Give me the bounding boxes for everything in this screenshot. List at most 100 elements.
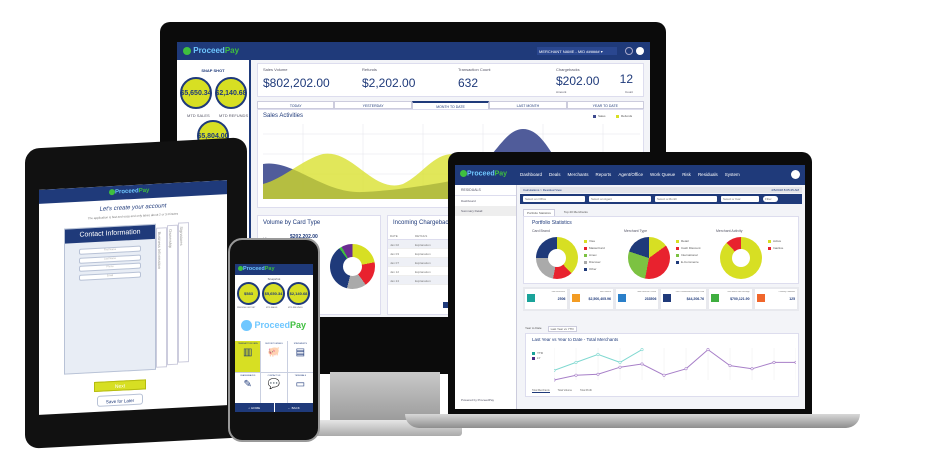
year-select[interactable]: Select a Year bbox=[721, 196, 759, 202]
ly-line bbox=[554, 348, 796, 381]
next-button[interactable]: Next bbox=[94, 379, 146, 393]
ytd-point bbox=[618, 360, 622, 364]
tile-statements[interactable]: STATEMENTS ▤ bbox=[287, 341, 313, 372]
kpi-card: Total Commission/Residual Paid $44,206.76 bbox=[661, 289, 707, 309]
legend-label: Cash Discount bbox=[681, 246, 701, 250]
field-first-name[interactable]: First Name bbox=[79, 245, 141, 255]
legend-label: YTD bbox=[537, 351, 543, 355]
nav-deals[interactable]: Deals bbox=[549, 172, 561, 177]
table-row[interactable]: Jan 07 Explanation bbox=[388, 258, 478, 267]
field-last-name[interactable]: Last Name bbox=[79, 254, 141, 264]
tab-total-profit[interactable]: Total Profit bbox=[579, 389, 592, 392]
stat-chargebacks: Chargebacks $202.00 12 Amount Count bbox=[556, 67, 641, 94]
field-phone[interactable]: Phone bbox=[79, 262, 141, 272]
tile-label: TERMINALS bbox=[294, 374, 307, 377]
stat-label: Chargebacks bbox=[556, 67, 580, 72]
phone-circle-label: PENDING DEPOSIT bbox=[237, 307, 256, 309]
office-select[interactable]: Select an Office bbox=[523, 196, 585, 202]
legend-item: Active bbox=[768, 239, 783, 243]
ly-point bbox=[596, 372, 600, 376]
field-email[interactable]: Email bbox=[79, 271, 141, 281]
kpi-card: Ordinary Liabilities 125 bbox=[754, 289, 798, 309]
tab-year-to-date[interactable]: Year to Date bbox=[525, 326, 542, 330]
kpi-card: Total Volume $2,500,405.96 bbox=[570, 289, 613, 309]
brand-a: Proceed bbox=[115, 188, 139, 196]
tab-today[interactable]: TODAY bbox=[257, 101, 335, 109]
phone-screen: ProceedPay Snapshot $583 $5,650.34 $2,14… bbox=[235, 264, 313, 412]
tab-last-year-vs-ytd[interactable]: Last Year vs YTD bbox=[547, 326, 577, 332]
user-icon[interactable] bbox=[791, 170, 800, 179]
tab-last-month[interactable]: LAST MONTH bbox=[489, 101, 567, 109]
tab-portfolio-statistics[interactable]: Portfolio Statistics bbox=[523, 209, 555, 216]
agent-select[interactable]: Select an Agent bbox=[589, 196, 651, 202]
month-select[interactable]: Select a Month bbox=[655, 196, 717, 202]
ownership-label: Ownership bbox=[168, 228, 173, 249]
table-row[interactable]: Jan 02 Explanation bbox=[388, 240, 478, 249]
nav-work-queue[interactable]: Work Queue bbox=[650, 172, 676, 177]
kpi-icon bbox=[617, 294, 626, 302]
legend-label: International bbox=[681, 253, 698, 257]
back-button[interactable]: ← BACK bbox=[287, 406, 300, 410]
table-row[interactable]: Jan 24 Explanation bbox=[388, 276, 478, 285]
tab-ownership[interactable]: Ownership bbox=[167, 224, 178, 366]
brand-a: Proceed bbox=[243, 266, 265, 272]
card-row-value: $202,202.00 bbox=[290, 234, 318, 240]
powered-by: Powered by ProceedPay bbox=[461, 398, 495, 402]
tab-total-merchants[interactable]: Total Merchants bbox=[532, 389, 550, 393]
nav-risk[interactable]: Risk bbox=[682, 172, 691, 177]
tab-signatures[interactable]: Signatures bbox=[178, 222, 189, 363]
save-for-later-button[interactable]: Save for Later bbox=[97, 393, 143, 407]
merchant-select[interactable]: MERCHANT NAME - MID ###### ▾ bbox=[537, 47, 617, 55]
brand-b: Pay bbox=[264, 266, 275, 272]
row-date: Jan 03 bbox=[390, 252, 400, 256]
legend-ytd: YTD bbox=[532, 351, 543, 355]
nav-merchants[interactable]: Merchants bbox=[567, 172, 589, 177]
snapshot-circle: $2,140.68 bbox=[215, 77, 247, 109]
tile-icon: 💬 bbox=[267, 378, 281, 390]
nav-reports[interactable]: Reports bbox=[595, 172, 612, 177]
ytd-point bbox=[574, 360, 578, 364]
brand-b: Pay bbox=[224, 46, 240, 55]
tile-deposit-details[interactable]: DEPOSIT DETAILS 🐖 bbox=[261, 341, 287, 372]
kpi-icon bbox=[711, 294, 720, 302]
nav-system[interactable]: System bbox=[724, 172, 740, 177]
chart-title: Card Brand bbox=[532, 229, 550, 233]
sidebar-item-summary-detail[interactable]: Summary Detail bbox=[455, 206, 516, 216]
tab-year-to-date[interactable]: YEAR TO DATE bbox=[566, 101, 645, 109]
tab-month-to-date[interactable]: MONTH TO DATE bbox=[411, 101, 490, 109]
tile-transaction-data[interactable]: TRANSACTION DATA ▥ bbox=[235, 341, 261, 372]
tile-contact-us[interactable]: CONTACT US 💬 bbox=[261, 372, 287, 403]
legend-label: MasterCard bbox=[589, 246, 605, 250]
snapshot-title: SNAP SHOT bbox=[201, 68, 225, 73]
tab-total-volume[interactable]: Total Volume bbox=[557, 389, 572, 392]
nav-agent-office[interactable]: Agent/Office bbox=[618, 172, 643, 177]
col-details: DETAILS bbox=[415, 234, 428, 238]
tile-chargebacks[interactable]: CHARGEBACKS ✎ bbox=[235, 372, 261, 403]
monitor-stand bbox=[330, 372, 440, 422]
tile-icon: 🐖 bbox=[267, 347, 281, 358]
ly-point bbox=[640, 362, 644, 366]
settings-icon[interactable] bbox=[625, 47, 633, 55]
nav-residuals[interactable]: Residuals bbox=[697, 172, 718, 177]
signatures-label: Signatures bbox=[179, 226, 184, 246]
brand-a: Proceed bbox=[467, 170, 495, 178]
table-row[interactable]: Jan 12 Explanation bbox=[388, 267, 478, 276]
merchants-line-chart bbox=[554, 348, 796, 382]
tile-icon: ▤ bbox=[295, 347, 306, 358]
tile-label: CONTACT US bbox=[267, 374, 281, 377]
kpi-label: Total Commission/Residual Paid bbox=[675, 291, 705, 293]
snapshot-label: MTD REFUNDS bbox=[219, 113, 249, 118]
tile-terminals[interactable]: TERMINALS ▭ bbox=[287, 372, 313, 403]
tab-yesterday[interactable]: YESTERDAY bbox=[334, 101, 412, 109]
home-label: HOME bbox=[251, 406, 261, 410]
ly-point bbox=[750, 367, 754, 371]
home-button[interactable]: ⌂ HOME bbox=[235, 403, 275, 412]
tab-business-information[interactable]: Business Information bbox=[156, 227, 167, 368]
user-icon[interactable] bbox=[636, 47, 644, 55]
ly-point bbox=[618, 365, 622, 369]
tab-top-20-merchants[interactable]: Top 20 Merchants bbox=[563, 210, 588, 214]
sidebar-item-dashboard[interactable]: Dashboard bbox=[461, 199, 476, 203]
table-row[interactable]: Jan 03 Explanation bbox=[388, 249, 478, 258]
nav-dashboard[interactable]: Dashboard bbox=[520, 172, 543, 177]
filter-button[interactable]: Filter bbox=[763, 196, 778, 202]
